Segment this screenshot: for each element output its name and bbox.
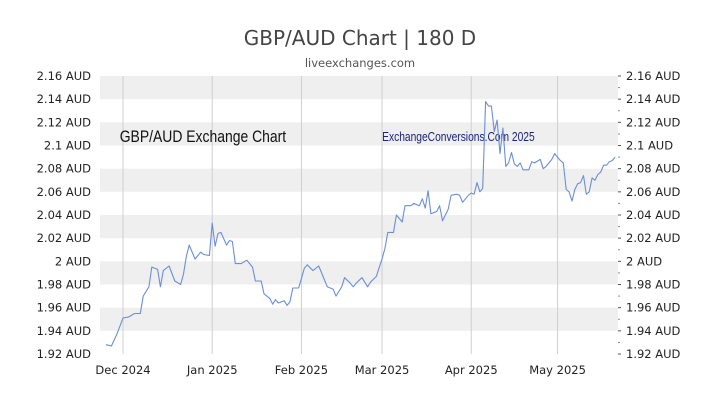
chart-title: GBP/AUD Chart | 180 D xyxy=(243,26,477,50)
grid-vertical-lines xyxy=(122,76,559,354)
watermark-left: GBP/AUD Exchange Chart xyxy=(120,128,287,147)
y-tick-label-right: 2.12 AUD xyxy=(626,115,681,129)
y-tick-label-left: 2.06 AUD xyxy=(37,185,92,199)
series-layer xyxy=(105,100,616,347)
y-tick-label-left: 2.08 AUD xyxy=(37,162,92,176)
grid-band xyxy=(100,307,618,331)
grid-band xyxy=(100,122,618,146)
y-tick-label-left: 2.1 AUD xyxy=(44,139,91,153)
y-tick-label-left: 2.02 AUD xyxy=(37,231,92,245)
y-tick-label-right: 1.98 AUD xyxy=(626,278,681,292)
y-tick-label-left: 2.12 AUD xyxy=(37,115,92,129)
y-tick-label-left: 2 AUD xyxy=(55,254,91,268)
x-tick-label: Dec 2024 xyxy=(95,363,150,377)
y-tick-label-left: 2.14 AUD xyxy=(37,92,92,106)
y-tick-label-right: 1.92 AUD xyxy=(626,347,681,361)
y-tick-label-right: 2 AUD xyxy=(626,254,662,268)
y-tick-label-right: 2.06 AUD xyxy=(626,185,681,199)
x-tick-label: Apr 2025 xyxy=(445,363,498,377)
series-line xyxy=(105,100,616,347)
grid-band xyxy=(100,168,618,192)
x-axis: Dec 2024 Jan 2025 Feb 2025 Mar 2025 Apr 2025… xyxy=(95,363,585,377)
y-tick-label-right: 2.14 AUD xyxy=(626,92,681,106)
y-axis-left: 1.92 AUD 1.94 AUD 1.96 AUD 1.98 AUD 2 AUD 2.0… xyxy=(37,69,92,361)
x-tick-label: Feb 2025 xyxy=(275,363,328,377)
x-tick-label: May 2025 xyxy=(529,363,586,377)
x-tick-label: Jan 2025 xyxy=(186,363,238,377)
y-tick-label-left: 1.98 AUD xyxy=(37,278,92,292)
y-tick-label-right: 2.08 AUD xyxy=(626,162,681,176)
y-tick-label-right: 1.96 AUD xyxy=(626,301,681,315)
y-tick-label-right: 2.02 AUD xyxy=(626,231,681,245)
y-tick-label-left: 1.92 AUD xyxy=(37,347,92,361)
y-axis-right: 1.92 AUD 1.94 AUD 1.96 AUD 1.98 AUD 2 AUD 2.0… xyxy=(618,69,681,361)
y-tick-label-left: 2.16 AUD xyxy=(37,69,92,83)
y-tick-label-left: 1.96 AUD xyxy=(37,301,92,315)
x-tick-label: Mar 2025 xyxy=(355,363,410,377)
y-tick-label-right: 2.16 AUD xyxy=(626,69,681,83)
y-tick-label-right: 1.94 AUD xyxy=(626,324,681,338)
chart-subtitle: liveexchanges.com xyxy=(304,56,416,70)
grid-band xyxy=(100,76,618,100)
grid-bands xyxy=(100,76,618,331)
grid-band xyxy=(100,215,618,239)
watermark-right: ExchangeConversions.Com 2025 xyxy=(382,131,535,144)
grid-band xyxy=(100,261,618,285)
y-tick-label-left: 1.94 AUD xyxy=(37,324,92,338)
y-tick-label-right: 2.04 AUD xyxy=(626,208,681,222)
y-tick-label-right: 2.1 AUD xyxy=(626,139,673,153)
y-tick-label-left: 2.04 AUD xyxy=(37,208,92,222)
